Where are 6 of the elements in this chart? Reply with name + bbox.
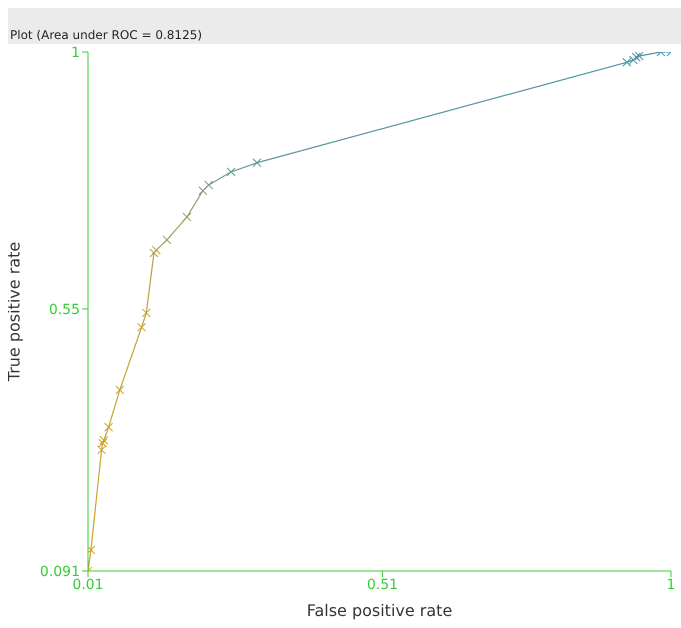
chart-title: Plot (Area under ROC = 0.8125) [10, 28, 202, 42]
x-tick-label: 0.51 [366, 576, 398, 593]
y-tick-label: 1 [71, 44, 80, 61]
x-axis-title: False positive rate [306, 601, 454, 620]
y-tick-label: 0.55 [48, 302, 80, 318]
x-tick-label: 1 [666, 576, 676, 593]
